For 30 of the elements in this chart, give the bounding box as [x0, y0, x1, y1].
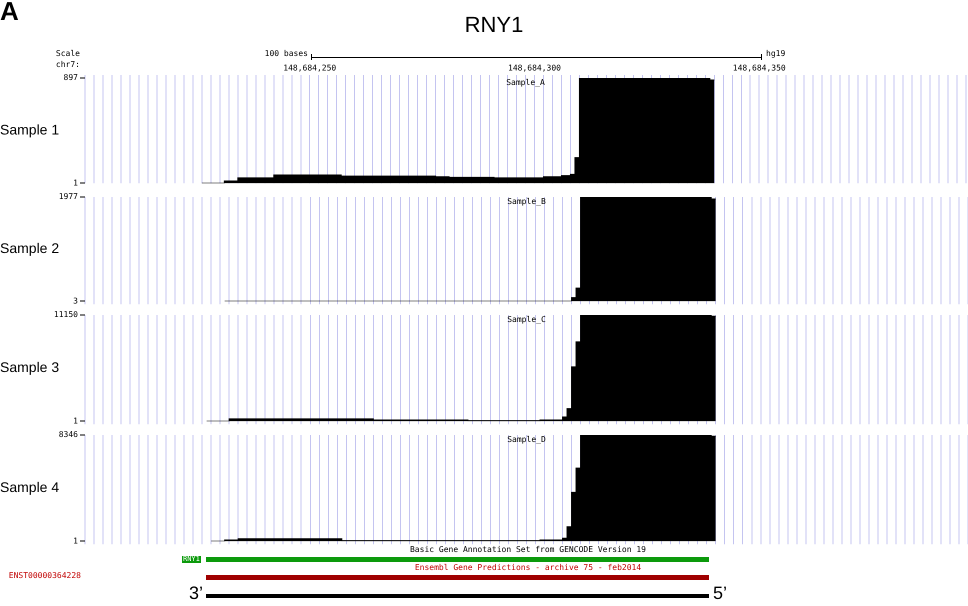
text: RNY1: [464, 12, 524, 38]
y-tick-label: 897: [64, 73, 78, 82]
y-tick-label: 1: [73, 416, 78, 426]
x-tick-label: 148,684,300: [508, 63, 562, 72]
text: hg19: [766, 49, 786, 58]
text: 5’: [713, 583, 728, 604]
text: Basic Gene Annotation Set from GENCODE Version 19: [410, 545, 646, 554]
y-axis-title: Sample 3: [0, 358, 60, 375]
y-tick-label: 11150: [54, 310, 78, 320]
text: chr7:: [56, 60, 80, 69]
y-axis-title: Sample 4: [0, 478, 60, 495]
text: Ensembl Gene Predictions - archive 75 - feb2014: [414, 563, 642, 572]
x-tick-label: 148,684,250: [283, 63, 336, 72]
text: 100 bases: [264, 49, 308, 58]
y-tick-label: 1: [73, 178, 78, 188]
y-tick-label: 1: [73, 536, 78, 546]
x-tick-label: 148,684,350: [732, 63, 786, 72]
y-axis-title: Sample 1: [0, 121, 60, 138]
chart-title: Sample_D: [507, 435, 546, 444]
y-tick-label: 8346: [58, 430, 78, 440]
chart-title: Sample_C: [507, 315, 546, 324]
y-tick-label: 1977: [58, 192, 78, 202]
text: A: [0, 0, 19, 27]
chart-title: Sample_B: [507, 197, 546, 206]
text: Scale: [56, 49, 80, 58]
chart-title: Sample_A: [506, 78, 545, 88]
text: 3’: [188, 583, 203, 604]
y-axis-title: Sample 2: [0, 240, 60, 256]
y-tick-label: 3: [73, 296, 78, 306]
text: ENST00000364228: [8, 571, 81, 580]
